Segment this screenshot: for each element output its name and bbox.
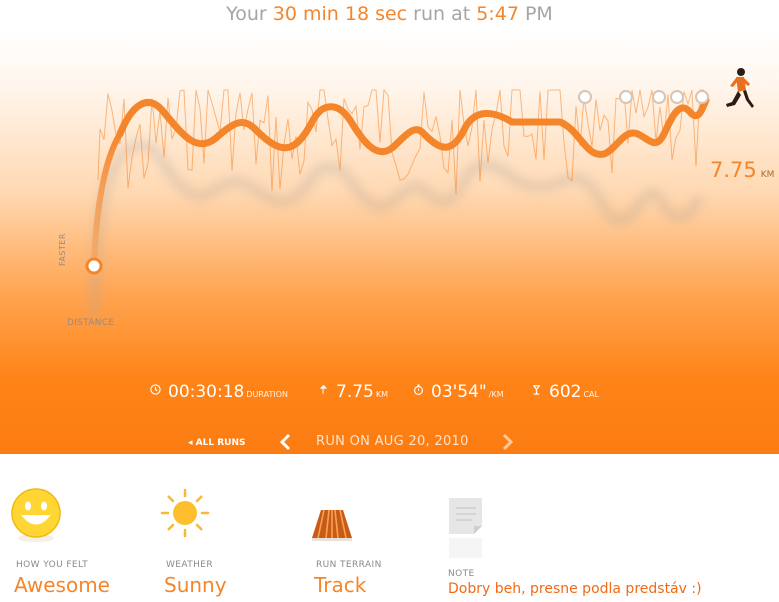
- raw-pace-trace: [97, 88, 704, 195]
- stopwatch-icon: [413, 384, 424, 395]
- track-icon: [312, 509, 352, 541]
- km-marker[interactable]: [695, 90, 709, 104]
- next-run-chevron-icon[interactable]: [498, 432, 516, 452]
- distance-unit: KM: [375, 390, 389, 399]
- run-details: HOW YOU FELT Awesome WEATHER Sunny RUN T…: [0, 454, 779, 602]
- axis-distance-label: DISTANCE: [67, 318, 115, 328]
- run-chart-stage: FASTER DISTANCE 7.75 KM 00:30:18 DURATION …: [0, 30, 779, 454]
- clock-icon: [150, 384, 161, 395]
- terrain-label: RUN TERRAIN: [316, 560, 382, 570]
- runner-icon: [726, 68, 754, 108]
- km-marker[interactable]: [652, 90, 666, 104]
- header-duration: 30 min 18 sec: [272, 3, 408, 25]
- run-stats: 00:30:18 DURATION 7.75 KM 03'54"/KM 602 CAL: [0, 382, 779, 406]
- felt-value: Awesome: [14, 573, 110, 597]
- pace-line: [116, 96, 710, 158]
- km-marker[interactable]: [670, 90, 684, 104]
- axis-faster-label: FASTER: [58, 233, 67, 266]
- note-icon: [449, 498, 482, 558]
- stat-duration: 00:30:18 DURATION: [150, 382, 288, 402]
- run-navigation: ◂ ALL RUNS RUN ON AUG 20, 2010: [0, 432, 779, 452]
- pace-line-rise: [91, 131, 123, 269]
- total-distance-value: 7.75: [710, 158, 757, 182]
- sun-icon: [160, 488, 210, 538]
- note-text: Dobry beh, presne podla predstáv :): [448, 581, 702, 597]
- duration-unit: DURATION: [246, 390, 288, 399]
- flame-icon: [532, 385, 541, 395]
- smiley-icon: [11, 488, 61, 542]
- note-label: NOTE: [448, 569, 475, 579]
- pace-chart: [85, 68, 754, 319]
- total-distance-unit: KM: [760, 170, 775, 180]
- all-runs-link[interactable]: ◂ ALL RUNS: [188, 438, 246, 448]
- km-marker[interactable]: [619, 90, 633, 104]
- prev-run-chevron-icon[interactable]: [277, 432, 295, 452]
- weather-label: WEATHER: [166, 560, 214, 570]
- pin-icon: [319, 384, 328, 395]
- stat-calories: 602 CAL: [531, 382, 599, 402]
- run-date-label: RUN ON AUG 20, 2010: [316, 434, 469, 449]
- km-marker[interactable]: [578, 90, 592, 104]
- header-ampm: PM: [524, 3, 553, 25]
- header-prefix: Your: [226, 3, 267, 25]
- stat-distance: 7.75 KM: [318, 382, 388, 402]
- pace-unit: /KM: [488, 390, 504, 399]
- pace-value: 03'54": [431, 382, 487, 402]
- calories-value: 602: [549, 382, 582, 402]
- calories-unit: CAL: [583, 390, 599, 399]
- felt-label: HOW YOU FELT: [16, 560, 89, 570]
- header-time: 5:47: [476, 3, 519, 25]
- start-marker[interactable]: [85, 257, 103, 275]
- distance-value: 7.75: [336, 382, 374, 402]
- weather-value: Sunny: [164, 573, 227, 597]
- km-markers: [578, 90, 709, 104]
- stat-pace: 03'54"/KM: [413, 382, 504, 402]
- pace-line-reflection: [89, 140, 703, 319]
- total-distance-readout: 7.75 KM: [710, 158, 774, 182]
- header-middle: run at: [413, 3, 471, 25]
- duration-value: 00:30:18: [168, 382, 245, 402]
- run-summary-header: Your 30 min 18 sec run at 5:47 PM: [0, 0, 779, 30]
- terrain-value: Track: [314, 573, 367, 597]
